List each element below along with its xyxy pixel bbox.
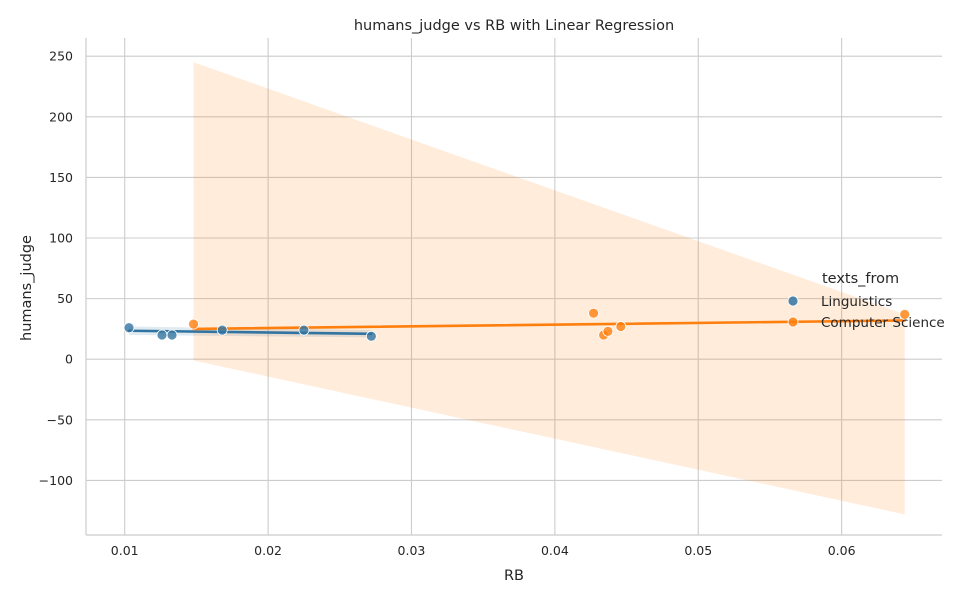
tick-labels: 0.01 0.02 0.03 0.04 0.05 0.06 −100 −50 0 50 100 150… (39, 49, 856, 558)
y-tick-label: −100 (39, 473, 73, 488)
y-tick-label: −50 (47, 412, 73, 427)
data-point (188, 318, 199, 330)
regression-line (192, 319, 907, 331)
x-tick-label: 0.01 (111, 543, 139, 558)
chart-title: humans_judge vs RB with Linear Regressio… (354, 18, 674, 34)
data-point (298, 324, 310, 336)
y-tick-label: 150 (49, 170, 73, 185)
x-tick-label: 0.03 (398, 543, 426, 558)
data-points (123, 307, 911, 342)
legend-marker (787, 316, 799, 328)
data-point (123, 322, 135, 334)
data-point (615, 321, 627, 332)
confidence-band (193, 62, 905, 515)
legend-title: texts_from (822, 271, 899, 287)
y-tick-label: 200 (49, 109, 73, 124)
y-axis-label: humans_judge (19, 235, 35, 341)
grid (86, 38, 942, 535)
legend: texts_from Linguistics Computer Science (787, 271, 945, 331)
data-point (602, 325, 614, 337)
x-axis-label: RB (504, 568, 524, 584)
data-point (365, 330, 377, 342)
x-tick-label: 0.02 (254, 543, 282, 558)
confidence-bands (129, 62, 905, 515)
legend-label: Linguistics (821, 294, 892, 310)
data-point (216, 324, 228, 336)
x-tick-label: 0.04 (541, 543, 569, 558)
y-tick-label: 0 (65, 352, 73, 367)
y-tick-label: 250 (49, 49, 73, 64)
y-tick-label: 50 (57, 291, 73, 306)
data-point (588, 307, 599, 319)
legend-label: Computer Science (821, 315, 945, 331)
axes (85, 38, 942, 536)
legend-marker (787, 295, 799, 307)
data-point (899, 308, 911, 320)
data-point (166, 329, 178, 341)
x-tick-label: 0.06 (828, 543, 856, 558)
legend-entries: Linguistics Computer Science (787, 294, 945, 331)
data-point (156, 329, 168, 341)
x-tick-label: 0.05 (684, 543, 712, 558)
y-tick-label: 100 (49, 231, 73, 246)
